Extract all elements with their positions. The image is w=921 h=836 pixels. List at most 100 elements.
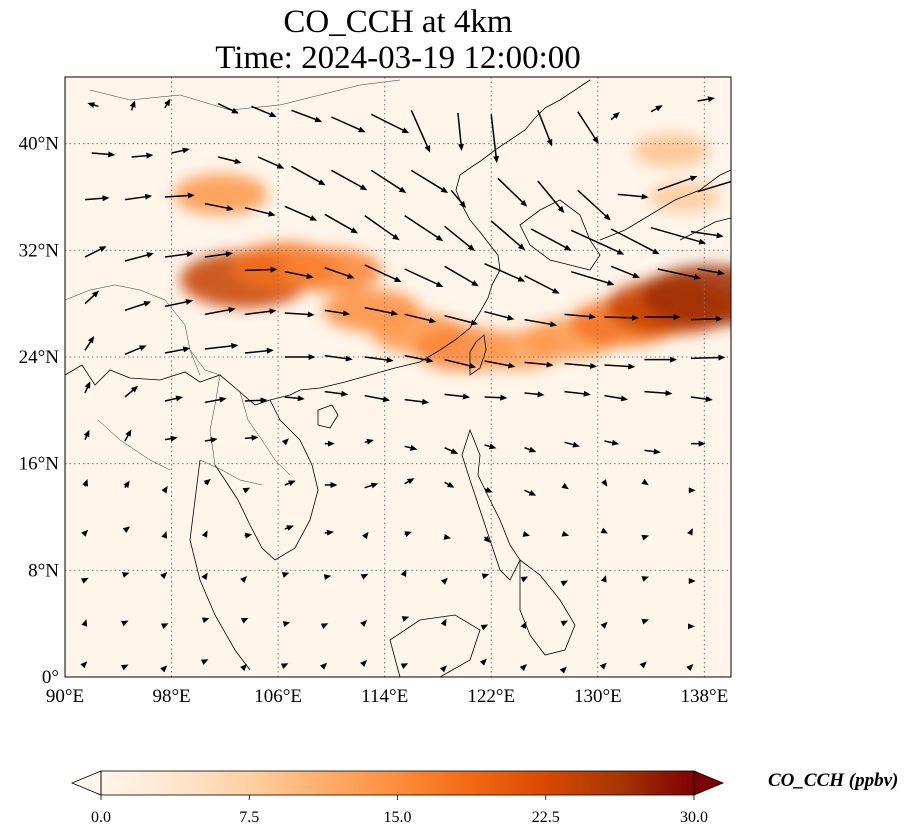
wind-arrow [439, 665, 447, 673]
wind-arrow [641, 534, 650, 541]
malay-peninsula-coastline [189, 459, 251, 671]
wind-arrow [320, 623, 329, 630]
wind-arrow [410, 110, 431, 153]
wind-arrow [450, 189, 467, 209]
wind-arrow [697, 268, 725, 276]
wind-arrow [404, 215, 444, 242]
wind-arrow [201, 572, 208, 581]
wind-arrow [364, 356, 394, 363]
wind-arrow [124, 429, 132, 442]
wind-arrow [284, 525, 294, 531]
wind-arrow [364, 264, 402, 283]
wind-arrow [600, 621, 608, 629]
wind-arrow [217, 156, 242, 165]
wind-arrow [404, 354, 434, 364]
wind-arrow [600, 575, 607, 583]
wind-arrow [240, 617, 249, 624]
wind-arrow [440, 618, 447, 627]
wind-arrow [204, 396, 227, 404]
wind-arrow [204, 202, 234, 212]
wind-arrow [84, 246, 107, 258]
country-borders [65, 79, 401, 486]
wind-arrow [443, 533, 452, 540]
wind-arrow [257, 156, 285, 169]
wind-arrow [129, 100, 136, 111]
lat-tick-label: 32°N [19, 240, 60, 261]
wind-arrow [324, 390, 349, 397]
wind-arrow [559, 666, 567, 674]
wind-arrow [457, 112, 465, 151]
indochina-coastline [214, 399, 319, 561]
wind-arrow [324, 309, 351, 317]
wind-arrow [160, 623, 169, 630]
lon-tick-label: 90°E [46, 686, 84, 707]
wind-arrow [404, 444, 418, 451]
wind-arrow [404, 313, 437, 324]
wind-arrow [697, 180, 731, 193]
wind-arrow [484, 262, 526, 282]
wind-arrow [161, 531, 168, 539]
wind-arrow [164, 299, 193, 308]
mindanao-outline [519, 559, 576, 656]
wind-arrow [124, 345, 147, 356]
wind-arrow [444, 393, 471, 400]
lat-tick-label: 16°N [19, 454, 60, 475]
wind-arrow [483, 535, 491, 543]
wind-arrow [490, 114, 500, 164]
wind-arrow [359, 620, 368, 628]
wind-arrow [291, 109, 323, 123]
wind-arrow [600, 527, 609, 534]
wind-arrow [400, 663, 409, 670]
wind-arrow [201, 617, 210, 624]
wind-arrow [120, 620, 129, 627]
wind-arrow [370, 169, 407, 194]
wind-arrow [530, 228, 572, 251]
wind-arrow [484, 486, 493, 493]
wind-arrow [610, 228, 660, 255]
wind-arrow [364, 394, 391, 403]
hainan-outline [317, 404, 339, 429]
wind-arrow [691, 315, 723, 322]
wind-arrow [324, 529, 334, 536]
wind-arrow [124, 385, 139, 398]
wind-arrow [657, 268, 702, 280]
wind-arrow [82, 479, 89, 487]
wind-arrow [617, 193, 649, 200]
wind-arrow [404, 531, 412, 537]
lon-tick-label: 114°E [361, 686, 408, 707]
wind-arrow [204, 342, 239, 350]
wind-arrow [641, 618, 650, 625]
wind-arrow [284, 311, 315, 318]
wind-arrow [331, 116, 366, 133]
wind-arrow [364, 215, 400, 241]
wind-arrow [524, 318, 558, 328]
wind-arrow [490, 220, 526, 251]
wind-arrow [121, 572, 130, 578]
wind-arrow [164, 251, 194, 258]
wind-arrow [123, 480, 130, 489]
wind-arrow [560, 580, 569, 587]
colorbar-label: CO_CCH (ppbv) [768, 770, 899, 791]
wind-arrow [120, 664, 129, 671]
wind-arrow [404, 478, 415, 485]
lat-tick-label: 24°N [19, 347, 60, 368]
wind-arrow [323, 574, 332, 581]
wind-arrow [164, 435, 178, 442]
map-title-line1: CO_CCH at 4km [283, 4, 513, 40]
co-plume-11 [173, 173, 268, 215]
lat-tick-label: 40°N [19, 134, 60, 155]
wind-arrow [324, 213, 358, 234]
wind-arrow [639, 661, 647, 669]
lon-tick-label: 98°E [152, 686, 190, 707]
wind-arrow [644, 390, 673, 397]
wind-arrow [171, 147, 190, 154]
wind-arrow [444, 446, 459, 454]
wind-arrow [251, 105, 277, 118]
wind-arrow [324, 266, 355, 279]
wind-arrow [164, 192, 195, 199]
wind-arrow [577, 111, 599, 144]
wind-arrow [524, 361, 554, 368]
wind-arrow [690, 230, 724, 239]
wind-arrow [520, 576, 529, 583]
wind-arrow [359, 660, 368, 668]
